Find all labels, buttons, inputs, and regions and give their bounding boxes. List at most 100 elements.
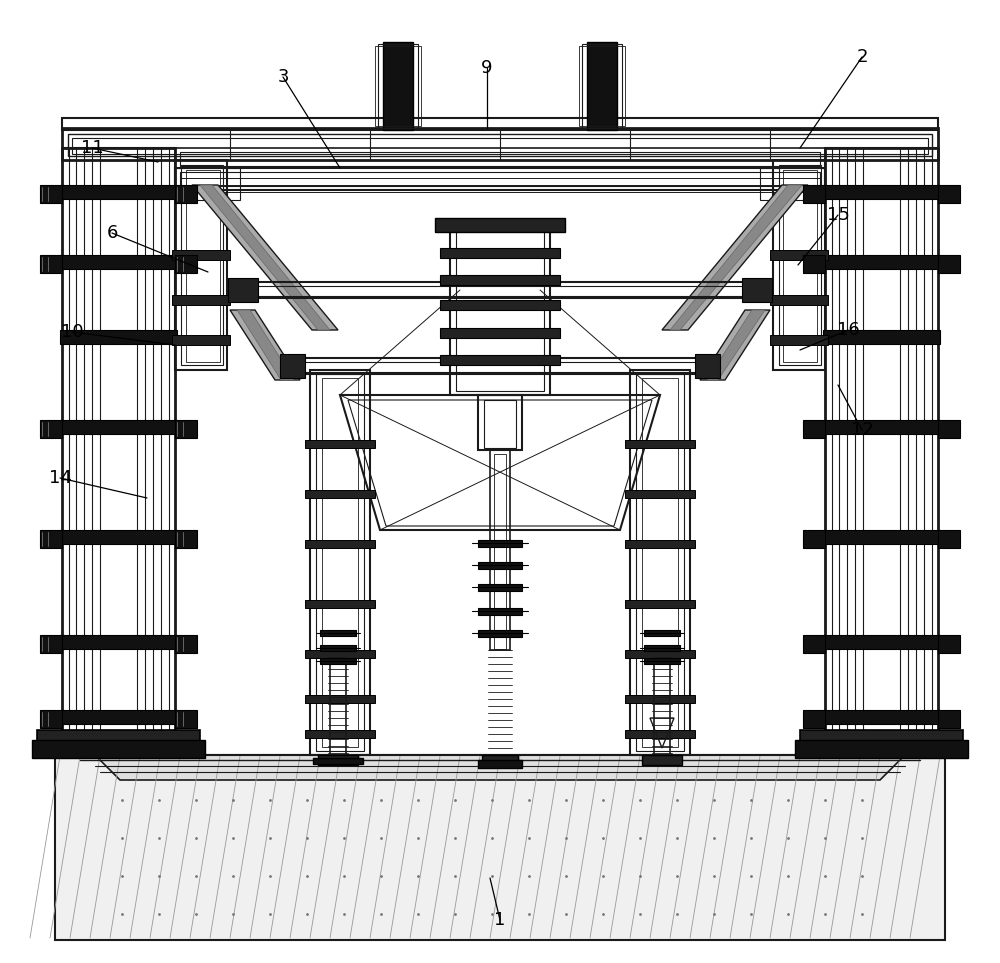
Bar (494, 454, 506, 649)
Bar (305, 540, 375, 548)
Bar (378, 44, 418, 128)
Bar (440, 275, 560, 285)
Bar (180, 172, 820, 186)
Polygon shape (192, 185, 338, 330)
Text: 1: 1 (494, 911, 506, 929)
Bar (800, 730, 963, 758)
Bar (779, 165, 821, 365)
Bar (490, 450, 510, 650)
Polygon shape (230, 310, 300, 380)
Bar (280, 354, 305, 378)
Text: 3: 3 (277, 68, 289, 86)
Bar (175, 160, 227, 370)
Bar (175, 710, 197, 728)
Bar (695, 354, 720, 378)
Bar (172, 335, 230, 345)
Bar (625, 440, 695, 448)
Bar (482, 755, 518, 767)
Bar (823, 740, 940, 754)
Bar (172, 295, 230, 305)
Bar (40, 530, 62, 548)
Bar (625, 600, 695, 608)
Bar (310, 370, 370, 755)
Bar (60, 185, 177, 199)
Bar (60, 740, 177, 754)
Bar (232, 286, 768, 296)
Bar (320, 630, 356, 636)
Bar (823, 185, 940, 199)
Bar (330, 658, 346, 763)
Bar (40, 420, 62, 438)
Bar (938, 255, 960, 273)
Polygon shape (662, 185, 808, 330)
Bar (60, 530, 177, 544)
Text: 10: 10 (61, 323, 83, 341)
Bar (62, 128, 938, 160)
Bar (383, 42, 413, 130)
Bar (625, 650, 695, 658)
Bar (181, 165, 223, 365)
Text: 12: 12 (851, 421, 873, 439)
Text: 15: 15 (827, 206, 849, 224)
Bar (320, 645, 356, 651)
Bar (228, 278, 258, 302)
Polygon shape (670, 185, 802, 330)
Bar (803, 530, 825, 548)
Bar (72, 138, 928, 154)
Bar (825, 148, 938, 755)
Bar (305, 695, 375, 703)
Bar (803, 710, 825, 728)
Bar (742, 278, 772, 302)
Bar (456, 229, 544, 391)
Bar (40, 635, 62, 653)
Bar (823, 710, 940, 724)
Bar (642, 378, 678, 747)
Text: 6: 6 (106, 224, 118, 242)
Bar (478, 760, 522, 768)
Bar (642, 755, 682, 765)
Bar (320, 658, 356, 664)
Bar (938, 635, 960, 653)
Bar (316, 374, 364, 751)
Bar (938, 185, 960, 203)
Bar (484, 400, 516, 448)
Polygon shape (700, 310, 770, 380)
Bar (313, 758, 363, 764)
Bar (579, 46, 625, 126)
Bar (644, 630, 680, 636)
Bar (305, 650, 375, 658)
Bar (770, 295, 828, 305)
Bar (803, 635, 825, 653)
Polygon shape (707, 310, 765, 380)
Bar (440, 248, 560, 258)
Bar (435, 218, 565, 232)
Bar (582, 44, 622, 128)
Bar (322, 378, 358, 747)
Bar (175, 185, 197, 203)
Bar (186, 170, 220, 362)
Bar (625, 695, 695, 703)
Bar (823, 635, 940, 649)
Bar (625, 730, 695, 738)
Bar (62, 118, 938, 130)
Bar (938, 710, 960, 728)
Bar (60, 330, 177, 344)
Bar (803, 255, 825, 273)
Bar (300, 362, 700, 372)
Bar (175, 635, 197, 653)
Bar (478, 630, 522, 637)
Text: 9: 9 (481, 59, 493, 77)
Bar (32, 740, 205, 758)
Bar (37, 730, 200, 758)
Bar (55, 755, 945, 940)
Bar (228, 282, 772, 298)
Bar (318, 755, 358, 765)
Bar (654, 658, 670, 763)
Bar (175, 255, 197, 273)
Text: 2: 2 (856, 48, 868, 66)
Bar (773, 160, 825, 370)
Bar (60, 635, 177, 649)
Bar (375, 46, 421, 126)
Bar (180, 152, 820, 166)
Bar (823, 530, 940, 544)
